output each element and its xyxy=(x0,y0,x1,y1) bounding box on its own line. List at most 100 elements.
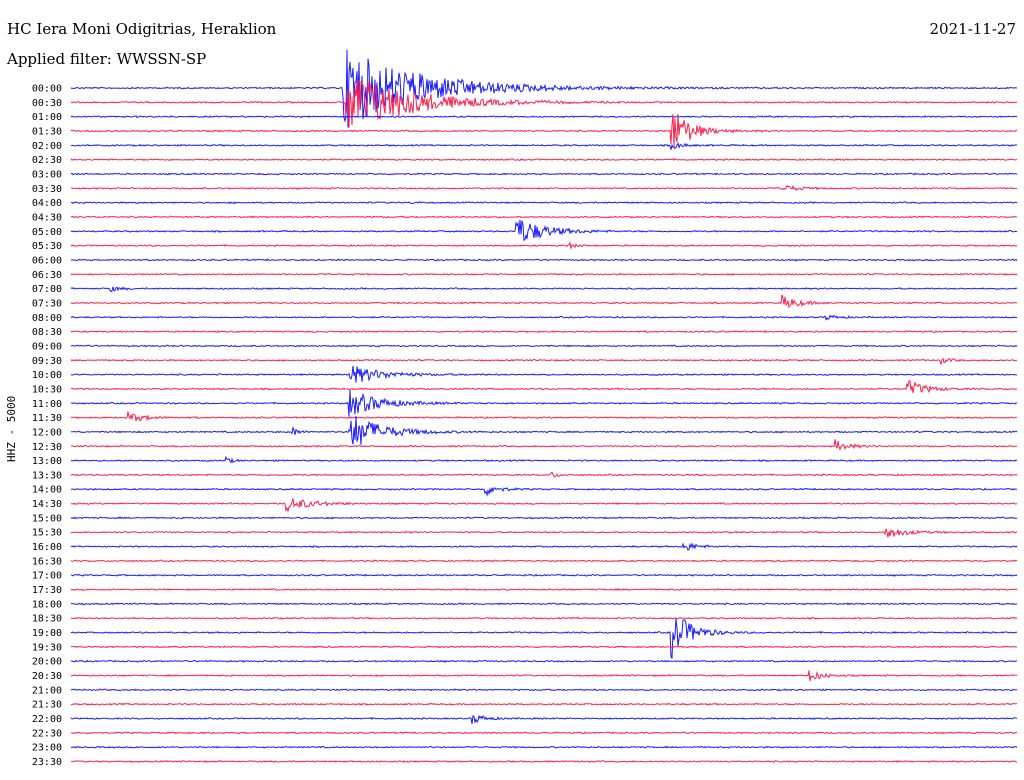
time-tick-label: 12:30 xyxy=(32,442,62,453)
time-tick-label: 15:00 xyxy=(32,513,62,524)
trace-row xyxy=(70,439,1018,451)
trace-row xyxy=(70,411,1018,422)
time-tick-label: 04:00 xyxy=(32,198,62,209)
time-tick-label: 15:30 xyxy=(32,528,62,539)
trace-row xyxy=(70,258,1018,262)
time-tick-label: 14:00 xyxy=(32,485,62,496)
time-tick-label: 02:00 xyxy=(32,141,62,152)
time-tick-label: 09:00 xyxy=(32,341,62,352)
time-tick-label: 07:00 xyxy=(32,284,62,295)
trace-row xyxy=(70,113,1017,147)
trace-row xyxy=(70,219,1018,242)
trace-row xyxy=(70,158,1018,162)
trace-row xyxy=(70,588,1018,592)
time-tick-label: 12:00 xyxy=(32,427,62,438)
trace-row xyxy=(70,759,1018,764)
trace-row xyxy=(70,618,1018,660)
trace-row xyxy=(70,645,1018,649)
trace-row xyxy=(70,201,1018,205)
time-tick-label: 10:30 xyxy=(32,384,62,395)
trace-row xyxy=(70,314,1018,321)
trace-row xyxy=(70,294,1018,309)
time-tick-label: 06:30 xyxy=(32,270,62,281)
trace-row xyxy=(70,357,1018,366)
trace-row xyxy=(70,731,1018,735)
trace-row xyxy=(70,49,1018,128)
trace-row xyxy=(70,659,1018,663)
time-tick-label: 09:30 xyxy=(32,356,62,367)
trace-row xyxy=(70,415,1018,445)
trace-row xyxy=(70,380,1018,394)
time-tick-label: 23:00 xyxy=(32,743,62,754)
time-tick-label: 14:30 xyxy=(32,499,62,510)
trace-row xyxy=(70,329,1018,334)
time-tick-label: 08:30 xyxy=(32,327,62,338)
trace-row xyxy=(70,471,1018,478)
time-tick-label: 16:30 xyxy=(32,556,62,567)
trace-row xyxy=(70,714,1018,725)
time-tick-label: 07:30 xyxy=(32,298,62,309)
trace-row xyxy=(70,344,1018,348)
trace-row xyxy=(70,184,1018,192)
time-tick-label: 02:30 xyxy=(32,155,62,166)
time-tick-label: 03:00 xyxy=(32,169,62,180)
trace-row xyxy=(70,389,1018,417)
trace-row xyxy=(70,528,1018,538)
trace-row xyxy=(70,573,1018,577)
time-tick-label: 19:00 xyxy=(32,628,62,639)
trace-row xyxy=(70,272,1018,276)
trace-row xyxy=(70,286,1018,293)
trace-row xyxy=(70,616,1018,620)
trace-row xyxy=(70,141,1018,150)
time-tick-label: 19:30 xyxy=(32,642,62,653)
time-tick-label: 16:00 xyxy=(32,542,62,553)
trace-row xyxy=(70,688,1018,692)
time-tick-label: 05:30 xyxy=(32,241,62,252)
time-tick-label: 06:00 xyxy=(32,255,62,266)
time-tick-label: 03:30 xyxy=(32,184,62,195)
time-tick-label: 05:00 xyxy=(32,227,62,238)
time-tick-label: 11:30 xyxy=(32,413,62,424)
trace-row xyxy=(70,745,1018,749)
time-tick-label: 10:00 xyxy=(32,370,62,381)
trace-row xyxy=(70,702,1018,706)
trace-row xyxy=(70,455,1018,464)
time-tick-label: 20:00 xyxy=(32,657,62,668)
trace-rows xyxy=(70,49,1018,764)
time-tick-label: 22:30 xyxy=(32,728,62,739)
trace-row xyxy=(70,365,1018,383)
time-tick-label: 01:30 xyxy=(32,126,62,137)
time-tick-label: 11:00 xyxy=(32,399,62,410)
time-tick-label: 00:30 xyxy=(32,98,62,109)
trace-row xyxy=(70,80,1018,129)
time-tick-label: 23:30 xyxy=(32,757,62,768)
trace-row xyxy=(70,516,1018,520)
time-tick-label: 00:00 xyxy=(32,84,62,95)
time-tick-labels: 00:00 00:30 01:00 01:30 02:00 02:30 03:00 03:30… xyxy=(32,84,62,769)
time-tick-label: 08:00 xyxy=(32,313,62,324)
time-tick-label: 13:00 xyxy=(32,456,62,467)
trace-row xyxy=(70,215,1018,219)
trace-row xyxy=(70,115,1018,119)
time-tick-label: 21:00 xyxy=(32,685,62,696)
time-tick-label: 21:30 xyxy=(32,700,62,711)
trace-row xyxy=(71,487,1018,497)
trace-row xyxy=(71,602,1018,606)
station-title: HC Iera Moni Odigitrias, Heraklion xyxy=(7,20,277,38)
date-label: 2021-11-27 xyxy=(929,20,1016,38)
time-tick-label: 18:00 xyxy=(32,599,62,610)
trace-row xyxy=(70,241,1018,251)
trace-row xyxy=(70,670,1018,682)
filter-label: Applied filter: WWSSN-SP xyxy=(7,50,207,68)
time-tick-label: 20:30 xyxy=(32,671,62,682)
time-tick-label: 04:30 xyxy=(32,212,62,223)
time-tick-label: 22:00 xyxy=(32,714,62,725)
trace-row xyxy=(70,559,1018,563)
time-tick-label: 01:00 xyxy=(32,112,62,123)
time-tick-label: 13:30 xyxy=(32,470,62,481)
time-tick-label: 18:30 xyxy=(32,614,62,625)
time-tick-label: 17:30 xyxy=(32,585,62,596)
trace-row xyxy=(70,172,1018,176)
trace-row xyxy=(70,542,1018,551)
